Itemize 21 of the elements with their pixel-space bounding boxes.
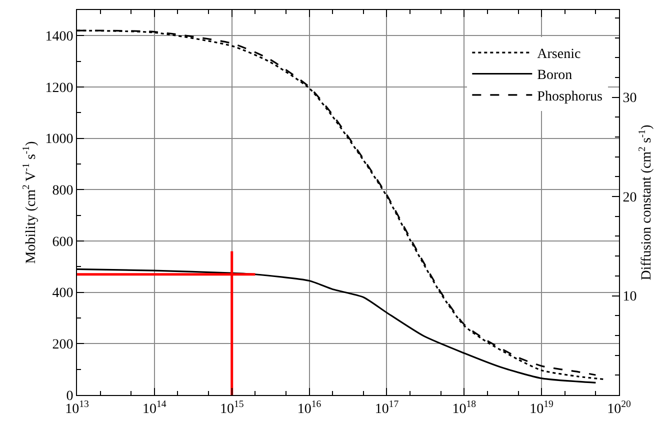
- legend-label: Phosphorus: [537, 89, 603, 104]
- y-tick-label: 1200: [45, 80, 74, 96]
- x-tick-label: 10$^{19}$: [530, 398, 554, 417]
- x-tick-label: 10$^{17}$: [374, 398, 399, 417]
- y2-tick-label: 30: [622, 91, 637, 106]
- y-tick-label: 1000: [45, 132, 74, 148]
- y-tick-label: 0: [66, 388, 74, 404]
- y2-tick-label: 10: [622, 290, 637, 305]
- legend-label: Arsenic: [537, 47, 581, 62]
- y-tick-label: 400: [52, 286, 74, 302]
- y-tick-label: 1400: [45, 30, 74, 45]
- x-tick-label: 10$^{15}$: [220, 398, 244, 417]
- y-tick-label: 800: [52, 184, 74, 199]
- legend-label: Boron: [537, 68, 572, 84]
- y2-tick-label: 20: [622, 190, 637, 206]
- y-tick-label: 600: [52, 234, 74, 250]
- x-tick-label: 10$^{18}$: [452, 398, 476, 417]
- y-tick-label: 200: [52, 338, 74, 353]
- x-tick-label: 10$^{14}$: [142, 398, 166, 417]
- x-tick-label: 10$^{16}$: [297, 398, 322, 417]
- x-tick-label: 10$^{20}$: [607, 398, 631, 417]
